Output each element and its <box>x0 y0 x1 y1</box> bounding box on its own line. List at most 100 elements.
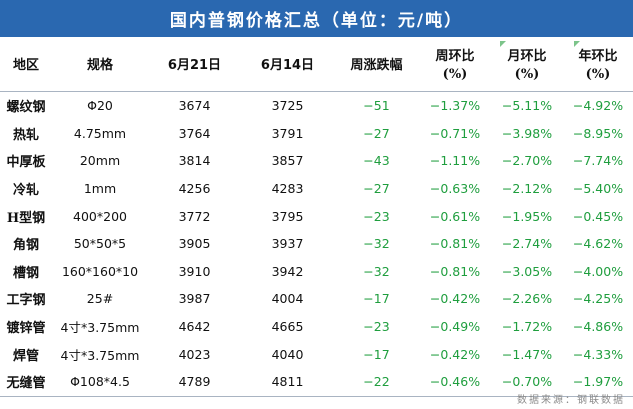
cell-spec: Φ20 <box>87 98 113 114</box>
cell-price-current: 3772 <box>178 208 211 224</box>
cell-wow: −0.61% <box>429 208 481 224</box>
cell-region: 镀锌管 <box>6 321 46 337</box>
cell-spec: 4寸*3.75mm <box>60 347 140 363</box>
cell-spec: 160*160*10 <box>61 263 139 279</box>
cell-region: 冷轧 <box>12 183 39 199</box>
cell-spec: 4.75mm <box>73 125 127 141</box>
cell-mom: −1.47% <box>501 346 553 362</box>
table-row: 角钢 50*50*5 3905 3937 −32 −0.81% −2.74% −4.62% <box>0 230 633 258</box>
cell-price-current: 4023 <box>178 346 211 362</box>
column-header-date2: 6月14日 <box>241 41 334 92</box>
cell-mom: −2.26% <box>501 291 553 307</box>
cell-weekly-change: −32 <box>363 236 390 252</box>
title-bar: 国内普钢价格汇总（单位：元/吨） <box>0 0 633 37</box>
cell-wow: −0.81% <box>429 263 481 279</box>
cell-wow: −0.63% <box>429 181 481 197</box>
cell-spec: 25# <box>86 291 114 307</box>
table-row: 槽钢 160*160*10 3910 3942 −32 −0.81% −3.05% −4.00… <box>0 258 633 286</box>
cell-yoy: −8.95% <box>572 125 624 141</box>
cell-price-current: 4789 <box>148 367 241 397</box>
cell-yoy: −1.97% <box>563 367 633 397</box>
cell-weekly-change: −17 <box>363 291 390 307</box>
cell-mom: −1.95% <box>501 208 553 224</box>
cell-yoy: −0.45% <box>572 208 624 224</box>
cell-yoy: −5.40% <box>572 181 624 197</box>
column-header-spec: 规格 <box>52 41 148 92</box>
cell-spec: 400*200 <box>73 208 127 224</box>
cell-wow: −0.81% <box>429 236 481 252</box>
table-row: 冷轧 1mm 4256 4283 −27 −0.63% −2.12% −5.40% <box>0 175 633 203</box>
table-row: 工字钢 25# 3987 4004 −17 −0.42% −2.26% −4.25% <box>0 285 633 313</box>
cell-price-current: 3905 <box>178 236 211 252</box>
cell-wow: −0.46% <box>419 367 491 397</box>
cell-yoy: −7.74% <box>572 153 624 169</box>
cell-spec: 50*50*5 <box>73 236 127 252</box>
cell-price-previous: 4004 <box>271 291 304 307</box>
cell-region: 螺纹钢 <box>6 100 46 116</box>
cell-mom: −2.12% <box>501 181 553 197</box>
cell-price-previous: 3857 <box>271 153 304 169</box>
table-row: 中厚板 20mm 3814 3857 −43 −1.11% −2.70% −7.74% <box>0 147 633 175</box>
cell-mom: −1.72% <box>501 319 553 335</box>
column-header-wow: 周环比 (%) <box>419 41 491 92</box>
cell-yoy: −4.92% <box>572 98 624 114</box>
cell-mom: −2.70% <box>501 153 553 169</box>
cell-yoy: −4.25% <box>572 291 624 307</box>
table-row: H型钢 400*200 3772 3795 −23 −0.61% −1.95% −0.45% <box>0 202 633 230</box>
cell-yoy: −4.00% <box>572 263 624 279</box>
cell-price-current: 4642 <box>178 319 211 335</box>
cell-price-current: 3987 <box>178 291 211 307</box>
cell-price-previous: 4665 <box>271 319 304 335</box>
column-header-region: 地区 <box>0 41 52 92</box>
cell-mom: −3.98% <box>501 125 553 141</box>
price-table: 地区 规格 6月21日 6月14日 周涨跌幅 周环比 (%) 月环比 (%) 年… <box>0 41 633 397</box>
cell-price-previous: 3725 <box>271 98 304 114</box>
cell-region: 角钢 <box>12 238 39 254</box>
cell-spec: 4寸*3.75mm <box>60 320 140 336</box>
cell-weekly-change: −51 <box>363 98 390 114</box>
cell-mom: −2.74% <box>501 236 553 252</box>
cell-wow: −0.42% <box>429 291 481 307</box>
cell-price-previous: 3795 <box>271 208 304 224</box>
cell-yoy: −4.86% <box>572 319 624 335</box>
cell-weekly-change: −27 <box>363 125 390 141</box>
cell-wow: −0.49% <box>429 319 481 335</box>
cell-region: 工字钢 <box>6 293 46 309</box>
cell-yoy: −4.33% <box>572 346 624 362</box>
cell-mom: −0.70% <box>491 367 563 397</box>
table-row: 热轧 4.75mm 3764 3791 −27 −0.71% −3.98% −8.95% <box>0 120 633 148</box>
cell-wow: −0.42% <box>429 346 481 362</box>
cell-mom: −5.11% <box>501 98 553 114</box>
cell-weekly-change: −27 <box>363 181 390 197</box>
cell-price-previous: 4283 <box>271 181 304 197</box>
column-header-mom: 月环比 (%) <box>491 41 563 92</box>
cell-price-current: 3674 <box>178 98 211 114</box>
cell-price-current: 3764 <box>178 125 211 141</box>
cell-weekly-change: −17 <box>363 346 390 362</box>
cell-price-current: 4256 <box>178 181 211 197</box>
cell-weekly-change: −23 <box>363 208 390 224</box>
column-header-weekly-change: 周涨跌幅 <box>334 41 419 92</box>
cell-yoy: −4.62% <box>572 236 624 252</box>
table-row: 镀锌管 4寸*3.75mm 4642 4665 −23 −0.49% −1.72% −4.86… <box>0 313 633 341</box>
cell-region: 中厚板 <box>6 155 46 171</box>
cell-region: 无缝管 <box>0 367 52 397</box>
cell-price-previous: 3942 <box>271 263 304 279</box>
cell-region: 槽钢 <box>12 265 39 281</box>
cell-weekly-change: −32 <box>363 263 390 279</box>
source-note: 数据来源：钢联数据 <box>517 395 625 406</box>
cell-weekly-change: −22 <box>334 367 419 397</box>
table-row: 螺纹钢 Φ20 3674 3725 −51 −1.37% −5.11% −4.92% <box>0 92 633 120</box>
column-header-yoy: 年环比 (%) <box>563 41 633 92</box>
cell-weekly-change: −23 <box>363 319 390 335</box>
cell-price-current: 3814 <box>178 153 211 169</box>
cell-mom: −3.05% <box>501 263 553 279</box>
cell-price-previous: 4040 <box>271 346 304 362</box>
cell-spec: 20mm <box>79 153 121 169</box>
cell-weekly-change: −43 <box>363 153 390 169</box>
table-row: 无缝管 Φ108*4.5 4789 4811 −22 −0.46% −0.70% −1.97% <box>0 367 633 397</box>
table-body: 螺纹钢 Φ20 3674 3725 −51 −1.37% −5.11% −4.92% 热轧 4.7… <box>0 92 633 397</box>
cell-region: 热轧 <box>12 127 39 143</box>
cell-price-previous: 3791 <box>271 125 304 141</box>
